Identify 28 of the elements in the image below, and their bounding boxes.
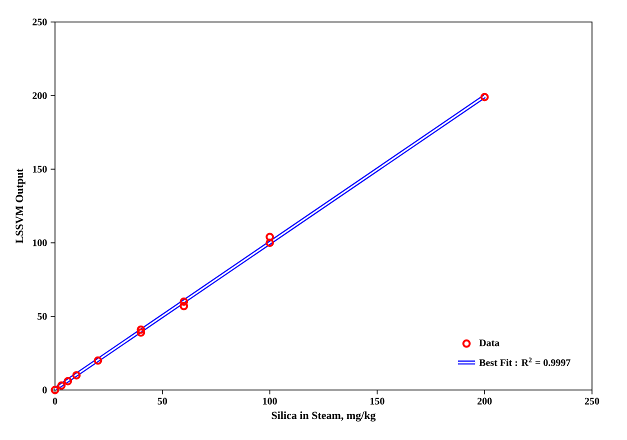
point bbox=[72, 371, 81, 380]
point bbox=[64, 376, 72, 386]
point bbox=[180, 297, 188, 306]
point bbox=[266, 232, 274, 242]
point bbox=[50, 386, 60, 394]
y-tick-label: 250 bbox=[32, 18, 47, 26]
x-tick-label: 0 bbox=[52, 398, 58, 405]
y-tick-label: 150 bbox=[33, 166, 47, 173]
legend-label: Data bbox=[479, 340, 500, 346]
point bbox=[136, 328, 146, 337]
point bbox=[57, 381, 66, 390]
x-axis-title: Silica in Steam, mg/kg bbox=[272, 411, 376, 422]
x-tick-label: 200 bbox=[478, 398, 492, 405]
x-tick-label: 250 bbox=[584, 398, 600, 405]
y-tick-label: 200 bbox=[32, 92, 47, 99]
y-tick-label: 0 bbox=[42, 386, 47, 394]
point bbox=[94, 356, 102, 365]
x-tick-label: 50 bbox=[158, 398, 168, 405]
point bbox=[180, 302, 188, 310]
point bbox=[480, 92, 489, 102]
point bbox=[136, 325, 146, 334]
x-tick-label: 150 bbox=[370, 398, 384, 405]
x-tick-label: 100 bbox=[263, 398, 277, 405]
y-tick-label: 50 bbox=[38, 313, 47, 320]
y-axis-title: LSSVM Output bbox=[16, 168, 26, 244]
point bbox=[266, 238, 274, 247]
y-tick-label: 100 bbox=[33, 239, 47, 246]
legend-label: Best Fit : R$^{2}$ = 0.9997 bbox=[479, 358, 570, 366]
